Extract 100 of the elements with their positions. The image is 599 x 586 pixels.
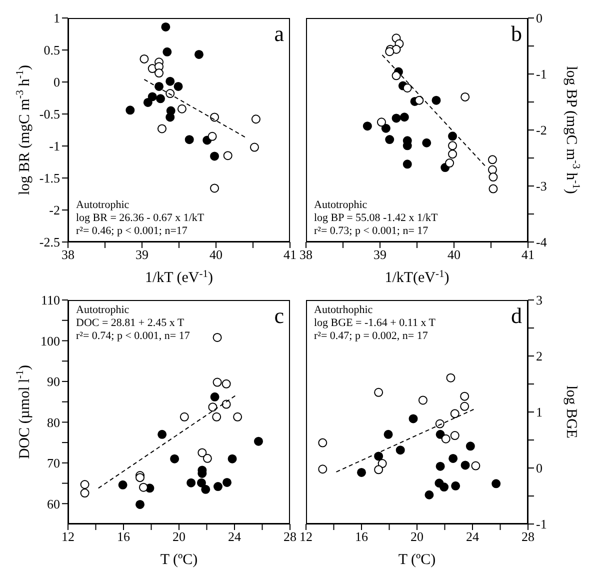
point bbox=[460, 460, 470, 470]
annotation: a bbox=[273, 21, 284, 46]
point bbox=[201, 484, 210, 494]
x-tick-label: 40 bbox=[448, 247, 460, 262]
annotation: r²= 0.46; p < 0.001; n=17 bbox=[76, 225, 188, 238]
point bbox=[408, 414, 418, 424]
y2-tick-label: 0 bbox=[536, 10, 542, 26]
annotation: log BR = 26.36 - 0.67 x 1/kT bbox=[76, 212, 204, 225]
point bbox=[441, 434, 450, 444]
point bbox=[318, 464, 328, 474]
annotation: DOC = 28.81 + 2.45 x T bbox=[76, 317, 186, 330]
y-tick-label: 0.5 bbox=[44, 42, 60, 58]
x-tick-label: 38 bbox=[300, 247, 312, 262]
point bbox=[180, 412, 189, 422]
point bbox=[222, 478, 232, 487]
point bbox=[208, 402, 218, 412]
y2-tick-label: -4 bbox=[536, 234, 548, 250]
point bbox=[396, 446, 405, 455]
y2-tick-label: 3 bbox=[536, 292, 542, 308]
point bbox=[488, 172, 498, 182]
y-tick-label: 80 bbox=[47, 414, 60, 430]
point bbox=[466, 442, 475, 451]
point bbox=[460, 92, 470, 102]
point bbox=[194, 50, 204, 59]
x-tick-label: 20 bbox=[410, 529, 424, 544]
y-tick-label: 90 bbox=[47, 374, 60, 390]
x-tick-label: 12 bbox=[300, 529, 312, 544]
point bbox=[154, 82, 164, 91]
point bbox=[392, 71, 401, 80]
y2-tick-label: 1 bbox=[536, 404, 542, 420]
point bbox=[166, 89, 175, 98]
point bbox=[385, 47, 394, 56]
point bbox=[381, 124, 390, 133]
point bbox=[212, 332, 222, 342]
point bbox=[166, 112, 175, 122]
point bbox=[448, 141, 458, 150]
y2-tick-label: -1 bbox=[536, 66, 547, 82]
point bbox=[418, 396, 428, 405]
point bbox=[402, 84, 412, 92]
annotation: Autotrophic bbox=[76, 304, 130, 317]
point bbox=[362, 122, 372, 131]
x-tick-label: 41 bbox=[284, 247, 296, 262]
y2-axis-title: log BGE bbox=[562, 386, 579, 438]
y2-tick-label: -1 bbox=[536, 516, 547, 532]
point bbox=[392, 114, 401, 123]
y-tick-label: -1 bbox=[49, 138, 60, 154]
x-axis-title: T (ºC) bbox=[160, 552, 198, 568]
point bbox=[374, 388, 384, 397]
point bbox=[384, 430, 393, 439]
y-tick-label: 0 bbox=[54, 74, 60, 90]
point bbox=[161, 22, 170, 32]
point bbox=[223, 151, 232, 160]
point bbox=[136, 500, 145, 509]
point bbox=[186, 478, 196, 488]
point bbox=[210, 184, 220, 193]
point bbox=[460, 392, 470, 401]
y-tick-label: -0.5 bbox=[39, 106, 60, 122]
point bbox=[177, 104, 186, 114]
annotation: b bbox=[510, 21, 522, 46]
point bbox=[198, 448, 207, 458]
point bbox=[492, 479, 501, 488]
annotation: r²= 0.47; p = 0.002, n= 17 bbox=[314, 330, 429, 343]
point bbox=[156, 94, 165, 104]
point bbox=[400, 112, 409, 122]
point bbox=[202, 454, 212, 463]
point bbox=[157, 124, 166, 134]
x-tick-label: 39 bbox=[136, 247, 148, 262]
point bbox=[118, 480, 128, 490]
point bbox=[154, 68, 164, 78]
point bbox=[251, 114, 260, 124]
point bbox=[212, 412, 222, 422]
point bbox=[445, 158, 454, 168]
point bbox=[385, 135, 394, 144]
point bbox=[402, 160, 412, 169]
y-tick-label: -1.5 bbox=[39, 170, 60, 186]
point bbox=[222, 400, 231, 409]
point bbox=[184, 135, 194, 144]
point bbox=[471, 461, 480, 470]
point bbox=[233, 412, 242, 422]
point bbox=[166, 76, 175, 86]
point bbox=[450, 431, 460, 440]
point bbox=[374, 465, 384, 474]
x-tick-label: 20 bbox=[172, 529, 186, 544]
x-tick-label: 12 bbox=[62, 529, 74, 544]
point bbox=[158, 430, 167, 439]
annotation: r²= 0.74; p < 0.001, n= 17 bbox=[76, 330, 190, 343]
point bbox=[170, 454, 180, 464]
point bbox=[228, 454, 237, 464]
point bbox=[446, 373, 456, 382]
point bbox=[448, 132, 458, 141]
point bbox=[414, 96, 424, 105]
point bbox=[212, 378, 222, 387]
annotation: log BGE = -1.64 + 0.11 x T bbox=[314, 317, 436, 330]
point bbox=[208, 132, 217, 141]
x-tick-label: 24 bbox=[466, 529, 480, 544]
annotation: log BP = 55.08 -1.42 x 1/kT bbox=[314, 212, 438, 225]
point bbox=[378, 459, 387, 468]
point bbox=[488, 155, 497, 164]
point bbox=[422, 138, 432, 148]
annotation: Autotrophic bbox=[314, 199, 368, 212]
